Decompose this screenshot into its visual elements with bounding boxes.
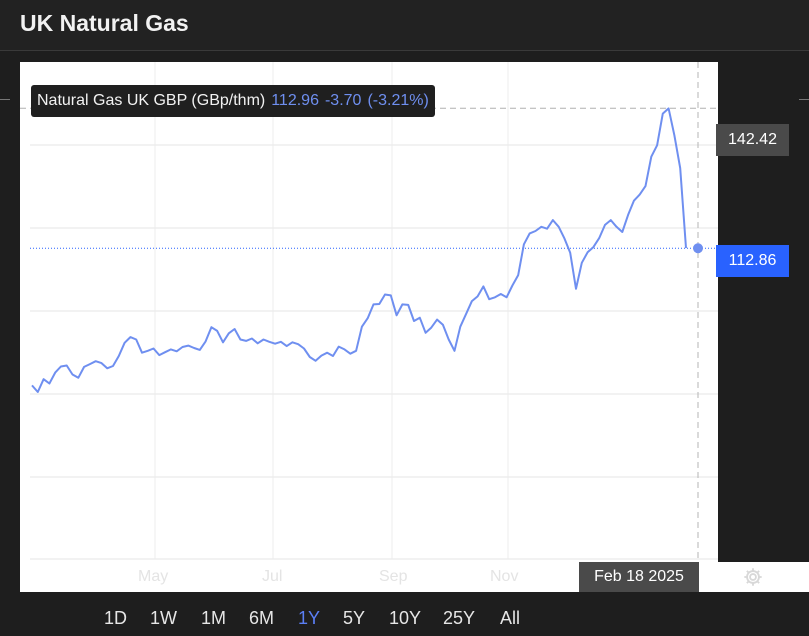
range-button-6m[interactable]: 6M: [249, 608, 275, 628]
x-tick-label-nov: Nov: [490, 568, 519, 585]
page-title: UK Natural Gas: [20, 10, 189, 36]
crosshair-date-label: Feb 18 2025: [579, 562, 699, 592]
high-price-label: 142.42: [716, 124, 789, 156]
range-selector: [20, 593, 809, 636]
header-bar: UK Natural Gas: [0, 0, 809, 51]
range-button-all[interactable]: All: [500, 608, 521, 628]
tooltip-price: 112.96: [271, 92, 319, 109]
chart-panel[interactable]: [20, 62, 718, 562]
tooltip-instrument-name: Natural Gas UK GBP (GBp/thm): [37, 92, 266, 109]
range-button-1y[interactable]: 1Y: [298, 608, 321, 628]
x-tick-label-jul: Jul: [262, 568, 283, 585]
range-button-1d[interactable]: 1D: [104, 608, 128, 628]
price-tooltip: Natural Gas UK GBP (GBp/thm) 112.96 -3.7…: [31, 85, 435, 117]
range-button-1m[interactable]: 1M: [201, 608, 227, 628]
tooltip-change: -3.70: [324, 92, 362, 109]
last-price-label: 112.86: [716, 245, 789, 277]
tooltip-change-percent: (-3.21%): [367, 92, 429, 109]
range-button-5y[interactable]: 5Y: [343, 608, 366, 628]
range-button-25y[interactable]: 25Y: [443, 608, 476, 628]
range-button-1w[interactable]: 1W: [150, 608, 177, 628]
range-button-10y[interactable]: 10Y: [389, 608, 422, 628]
x-tick-label-may: May: [138, 568, 169, 585]
edge-tick-left: [0, 99, 10, 100]
x-tick-label-sep: Sep: [379, 568, 408, 585]
gear-icon[interactable]: [738, 564, 768, 590]
edge-tick-right: [799, 99, 809, 100]
